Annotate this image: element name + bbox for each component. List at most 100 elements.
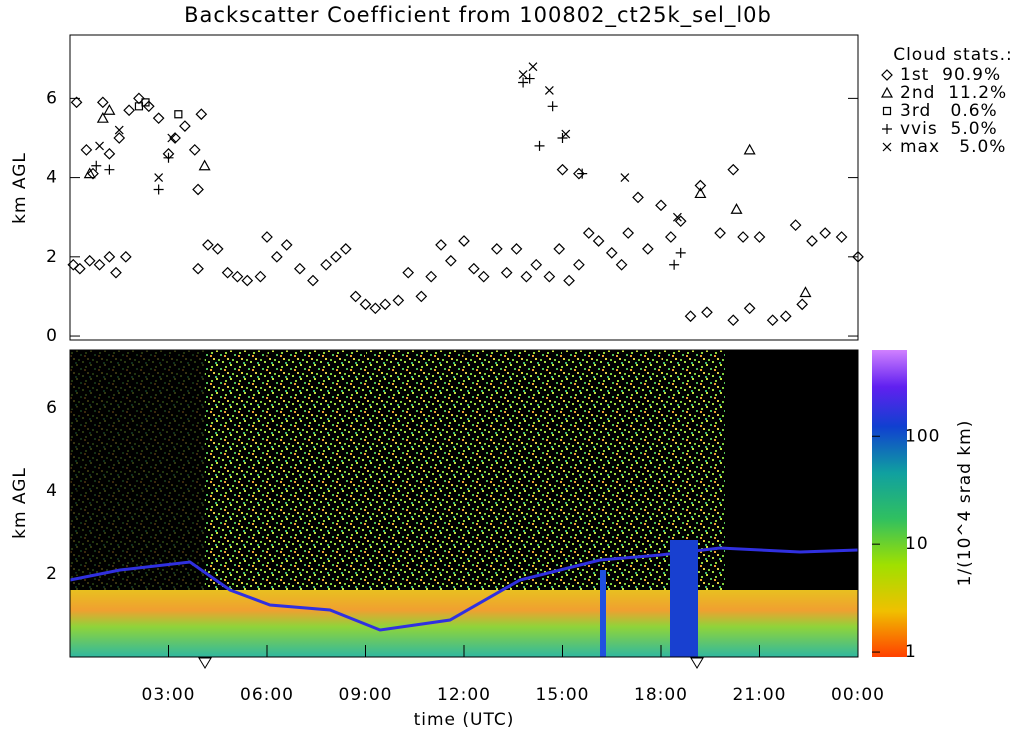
point xyxy=(563,274,575,287)
point xyxy=(152,112,165,125)
point xyxy=(241,274,254,287)
legend-symbol xyxy=(881,69,893,81)
point xyxy=(819,227,832,239)
x-tick-label: 03:00 xyxy=(142,685,196,705)
point xyxy=(694,187,707,199)
point xyxy=(231,270,244,283)
x-tick-label: 09:00 xyxy=(339,685,393,705)
point xyxy=(528,62,538,72)
point xyxy=(561,129,571,139)
point xyxy=(188,144,201,156)
fog-marker xyxy=(198,657,212,669)
point xyxy=(553,243,566,255)
point xyxy=(103,147,116,160)
point xyxy=(642,243,654,255)
point xyxy=(192,262,204,275)
point xyxy=(632,191,644,204)
plot-frame xyxy=(69,34,859,341)
point xyxy=(543,270,556,283)
point xyxy=(510,243,523,255)
point xyxy=(192,183,204,196)
point xyxy=(518,77,529,88)
y-tick-label: 4 xyxy=(46,168,58,188)
legend-label: 1st 90.9% xyxy=(900,65,1001,85)
point xyxy=(582,227,595,239)
point xyxy=(280,239,293,251)
point xyxy=(665,231,677,243)
point xyxy=(330,250,342,263)
point xyxy=(435,239,447,251)
point xyxy=(577,168,588,179)
point xyxy=(622,227,635,239)
point xyxy=(174,110,183,119)
point xyxy=(83,254,96,267)
point xyxy=(425,270,438,283)
point xyxy=(93,258,106,271)
point xyxy=(83,167,96,179)
point xyxy=(675,247,686,258)
point xyxy=(103,104,116,115)
point xyxy=(142,100,155,113)
y-tick-label: 0 xyxy=(46,326,58,346)
point xyxy=(530,258,543,271)
point xyxy=(167,133,177,143)
point xyxy=(110,266,122,279)
y-tick-label: 6 xyxy=(46,398,58,418)
point xyxy=(672,212,682,222)
point xyxy=(727,163,740,176)
point xyxy=(701,306,713,319)
colorbar-label: 1/(10^4 srad km) xyxy=(955,420,975,587)
legend-label: vvis 5.0% xyxy=(900,119,998,139)
point xyxy=(458,235,470,247)
heatmap-noise xyxy=(205,350,725,605)
y-tick-label: 4 xyxy=(46,481,58,501)
point xyxy=(544,86,554,95)
point xyxy=(179,120,191,132)
point xyxy=(320,258,332,271)
point xyxy=(556,163,569,176)
point xyxy=(547,101,558,112)
legend-symbol xyxy=(880,86,894,98)
point xyxy=(753,231,766,243)
point xyxy=(87,167,99,180)
point xyxy=(468,262,480,275)
point xyxy=(796,298,809,311)
point xyxy=(835,231,848,243)
point xyxy=(104,164,115,175)
y-axis-label: km AGL xyxy=(10,152,30,224)
point xyxy=(95,141,104,151)
point xyxy=(307,274,319,287)
y-tick-label: 2 xyxy=(46,247,58,267)
x-tick-label: 06:00 xyxy=(240,685,294,705)
point xyxy=(694,179,707,192)
point xyxy=(615,258,628,271)
point xyxy=(103,250,116,263)
point xyxy=(573,258,585,271)
point xyxy=(727,314,740,327)
heatmap-noise xyxy=(70,350,205,590)
x-tick-label: 00:00 xyxy=(831,685,885,705)
point xyxy=(789,219,802,231)
point xyxy=(114,125,124,135)
legend-symbol xyxy=(882,142,892,152)
legend-label: max 5.0% xyxy=(900,137,1006,157)
point xyxy=(96,111,109,123)
x-tick-label: 15:00 xyxy=(536,685,590,705)
point xyxy=(359,298,372,311)
x-tick-label: 18:00 xyxy=(634,685,688,705)
point xyxy=(743,302,756,315)
point xyxy=(198,159,211,171)
legend-label: 2nd 11.2% xyxy=(900,83,1007,103)
point xyxy=(113,132,126,144)
chart-title: Backscatter Coefficient from 100802_ct25… xyxy=(184,3,772,28)
point xyxy=(766,314,779,327)
point xyxy=(477,270,490,283)
x-tick-label: 12:00 xyxy=(437,685,491,705)
legend-title: Cloud stats.: xyxy=(893,45,1013,65)
point xyxy=(500,266,513,279)
point xyxy=(620,173,630,183)
point xyxy=(415,290,428,303)
point xyxy=(743,143,756,155)
x-tick-label: 21:00 xyxy=(733,685,787,705)
point xyxy=(806,235,818,247)
